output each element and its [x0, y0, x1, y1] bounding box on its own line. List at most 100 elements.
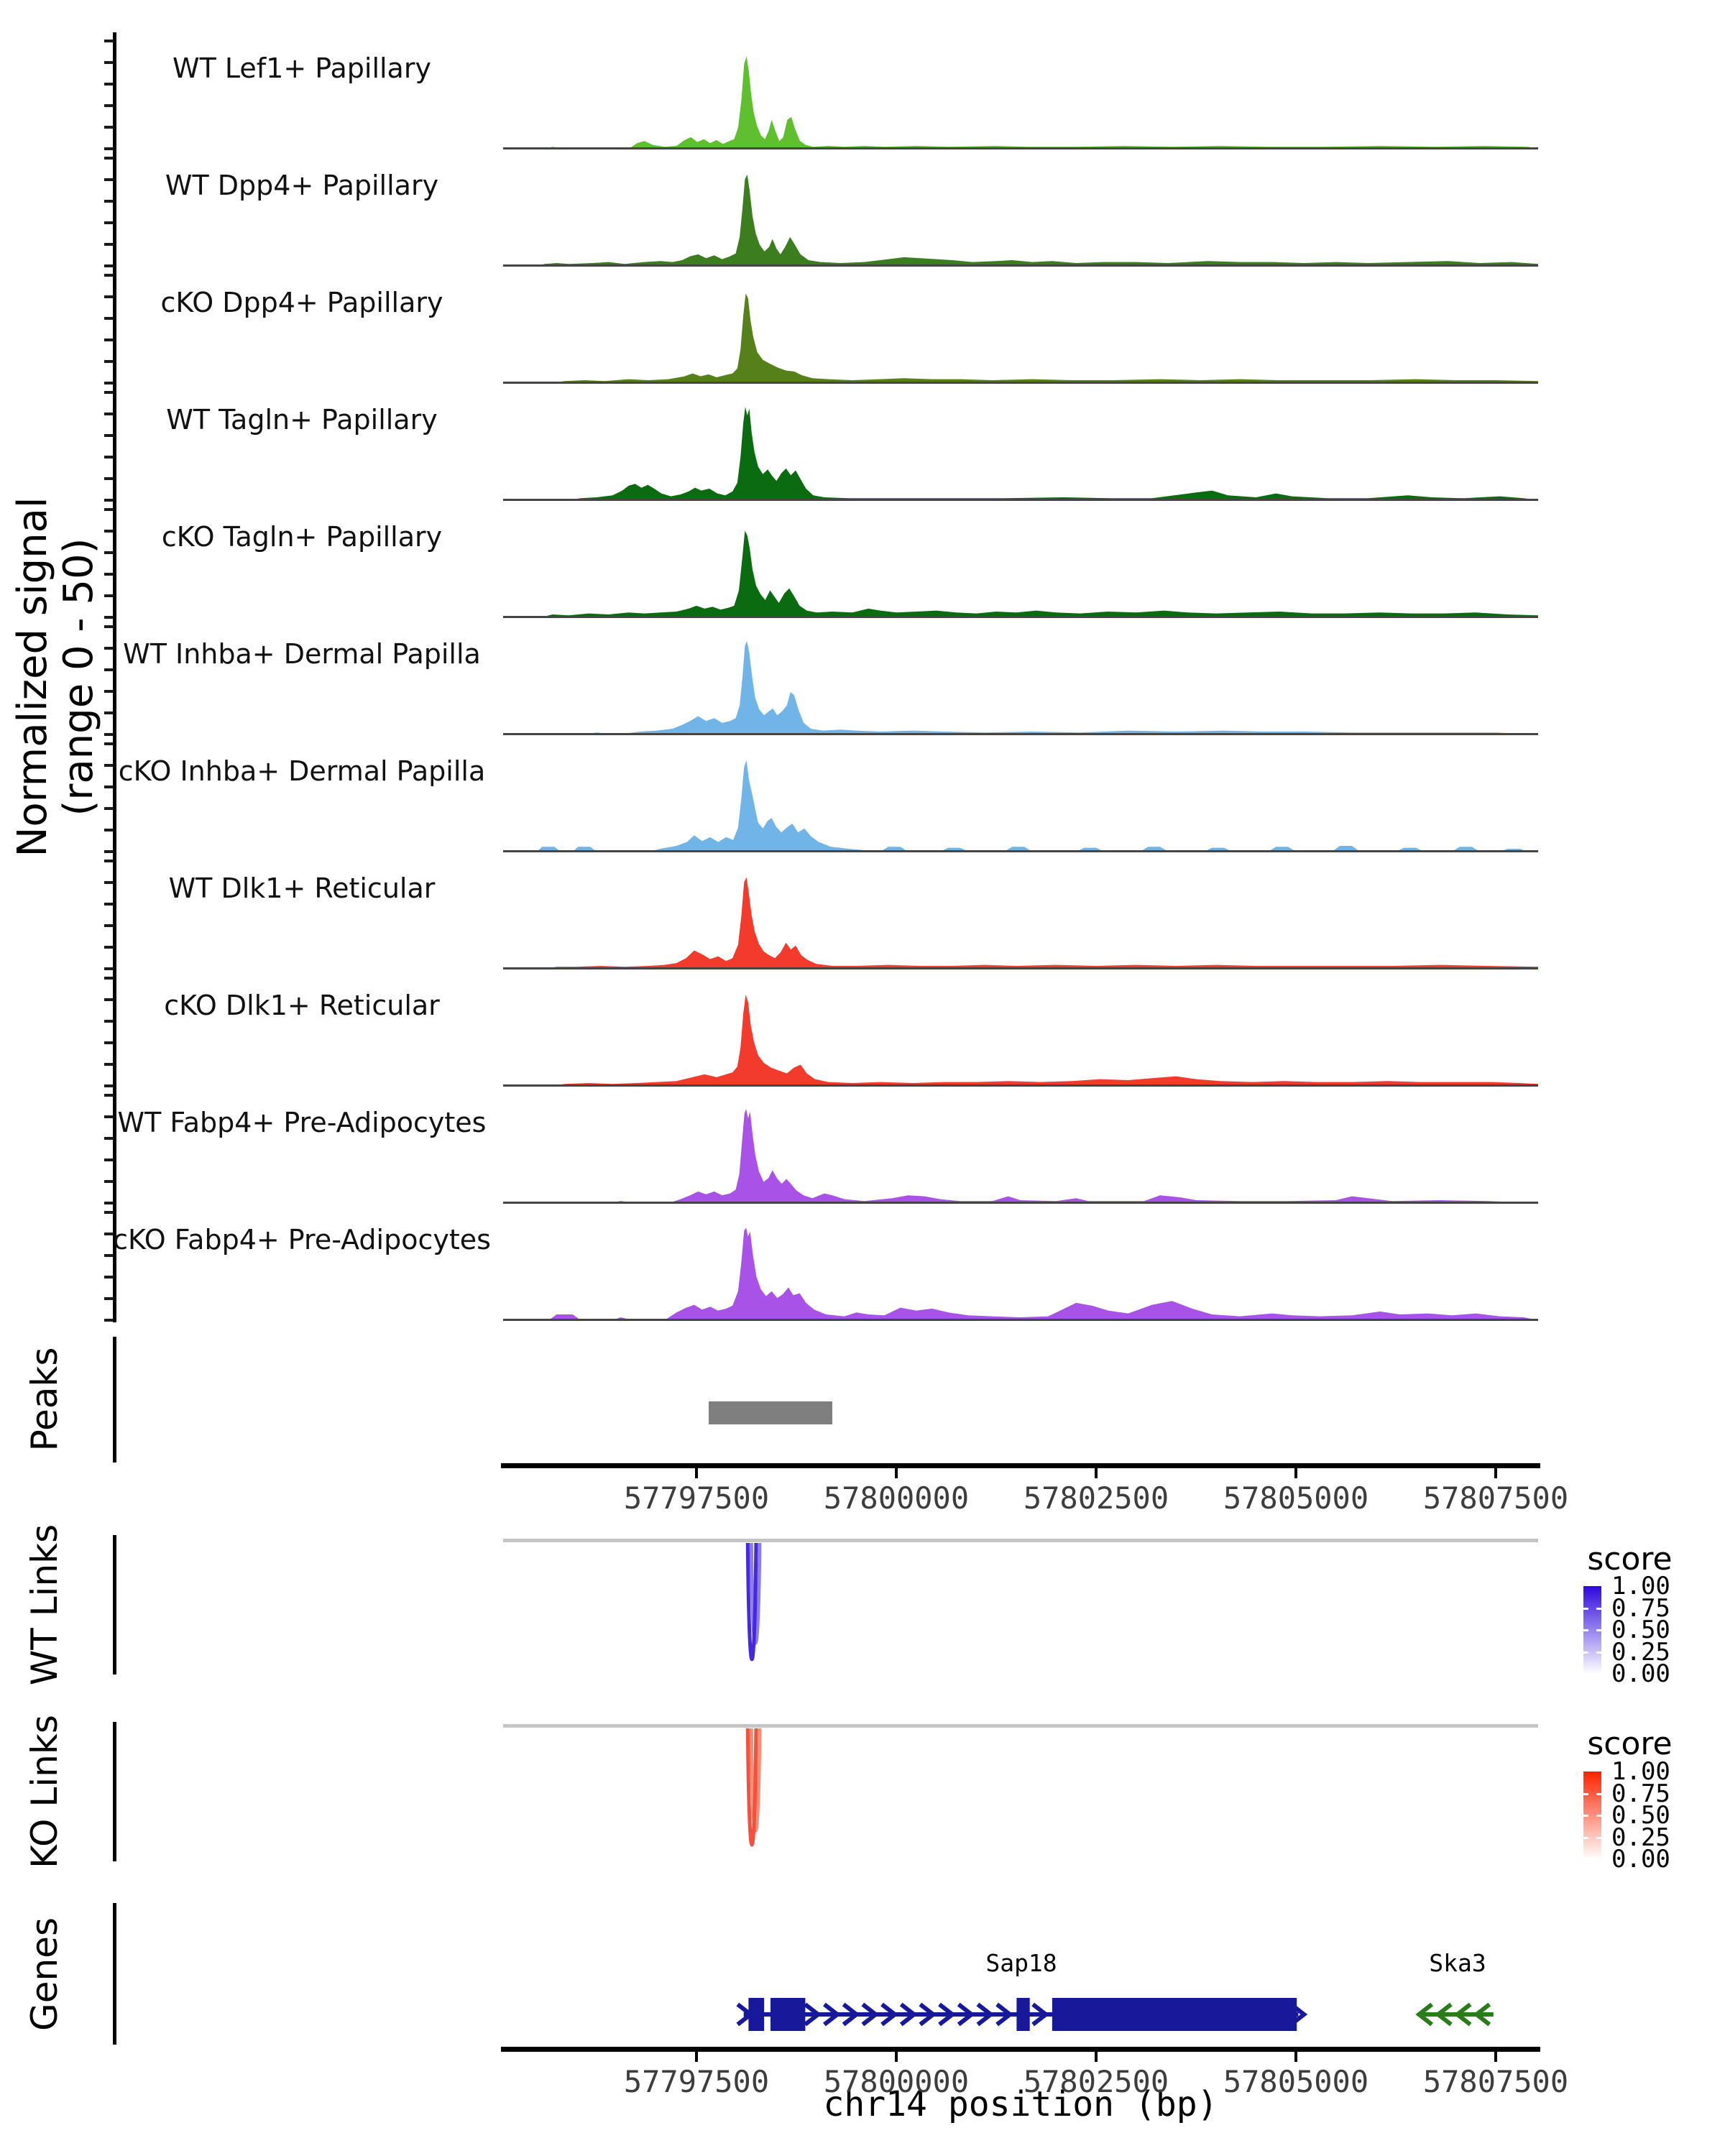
x-axis-tick-label: 57802500 — [1023, 1480, 1169, 1516]
y-axis-tick — [104, 1041, 114, 1044]
track-label: WT Fabp4+ Pre-Adipocytes — [117, 1107, 487, 1138]
colorbar-notch — [1583, 1651, 1588, 1654]
y-axis-tick — [104, 903, 114, 906]
ko-score-tick-label: 0.00 — [1611, 1845, 1670, 1874]
signal-track-8 — [503, 877, 1538, 969]
y-axis-tick — [104, 530, 114, 533]
x-axis-tick — [1494, 2052, 1497, 2062]
y-axis-tick — [104, 1115, 114, 1118]
ko-links-section-label: KO Links — [24, 1715, 65, 1869]
colorbar-notch — [1596, 1608, 1601, 1610]
signal-area — [503, 1227, 1538, 1320]
y-axis-tick — [104, 434, 114, 437]
y-axis-tick — [104, 829, 114, 831]
link-arc — [745, 1728, 758, 1847]
track-baseline — [503, 1202, 1538, 1204]
signal-track-5 — [503, 530, 1538, 617]
gene-strand-arrow — [995, 2002, 1013, 2027]
x-axis-tick-label: 57800000 — [823, 2064, 970, 2099]
colorbar-notch — [1583, 1629, 1588, 1631]
colorbar-notch — [1583, 1815, 1588, 1817]
colorbar-notch — [1583, 1837, 1588, 1839]
x-axis-tick — [1095, 2052, 1098, 2062]
y-axis-tick — [104, 413, 114, 415]
link-arc — [745, 1542, 758, 1662]
ko-links-arcs — [745, 1728, 762, 1847]
y-axis-tick — [104, 126, 114, 129]
y-axis-tick — [104, 360, 114, 363]
signal-area — [503, 641, 1538, 734]
y-axis-tick — [104, 477, 114, 480]
x-axis-line — [501, 2047, 1540, 2052]
gene-strand-arrow — [938, 2002, 956, 2027]
track-label: cKO Dpp4+ Papillary — [160, 287, 443, 318]
track-baseline — [503, 1319, 1538, 1321]
ko-links-axis-line — [113, 1722, 116, 1861]
wt-links-section-label: WT Links — [24, 1524, 65, 1686]
wt-score-tick-label: 0.00 — [1611, 1659, 1670, 1688]
x-axis-tick — [1494, 1468, 1497, 1478]
x-axis-title: chr14 position (bp) — [823, 2084, 1218, 2124]
track-label: WT Lef1+ Papillary — [172, 52, 431, 84]
y-axis-tick — [104, 221, 114, 224]
signal-track-2 — [503, 174, 1538, 266]
track-label: WT Tagln+ Papillary — [166, 404, 438, 436]
track-label: WT Dpp4+ Papillary — [165, 170, 439, 201]
y-axis-tick — [104, 1319, 114, 1322]
y-axis-tick — [104, 295, 114, 298]
gene-strand-arrow — [861, 2002, 880, 2027]
signal-track-10 — [503, 1108, 1538, 1203]
y-axis-tick — [104, 178, 114, 181]
x-axis-line — [501, 1463, 1540, 1468]
y-axis-tick — [104, 860, 114, 862]
signal-area — [503, 877, 1538, 969]
y-axis-label: Normalized signal (range 0 - 50) — [9, 210, 105, 1144]
x-axis-tick-label: 57797500 — [623, 1480, 770, 1516]
peak-bar — [709, 1401, 832, 1424]
gene-models — [736, 1998, 1494, 2031]
y-axis-label-line2: (range 0 - 50) — [55, 538, 102, 816]
gene-strand-arrow — [736, 2002, 755, 2027]
y-axis-tick — [104, 742, 114, 745]
y-axis-tick — [104, 456, 114, 459]
track-baseline — [503, 382, 1538, 384]
track-label: cKO Dlk1+ Reticular — [164, 990, 440, 1021]
x-axis-tick — [895, 2052, 898, 2062]
track-baseline — [503, 616, 1538, 618]
peaks-axis-line — [113, 1337, 116, 1462]
track-baseline — [503, 499, 1538, 501]
y-axis-tick — [104, 573, 114, 576]
y-axis-tick — [104, 1211, 114, 1214]
y-axis-tick — [104, 508, 114, 511]
wt-score-tick-label: 1.00 — [1611, 1572, 1670, 1600]
gene-strand-arrow — [1289, 2002, 1308, 2027]
y-axis-tick — [104, 1020, 114, 1023]
genes-section-label: Genes — [24, 1917, 65, 2032]
ko-score-tick-label: 1.00 — [1611, 1757, 1670, 1786]
x-axis-tick-label: 57807500 — [1422, 1480, 1569, 1516]
y-axis-tick — [104, 317, 114, 320]
signal-area — [503, 530, 1538, 617]
y-axis-tick — [104, 850, 114, 853]
y-axis-tick — [104, 200, 114, 203]
y-axis-tick — [104, 998, 114, 1001]
peaks-section-label: Peaks — [24, 1347, 65, 1452]
signal-axis-line — [113, 32, 116, 1322]
wt-score-tick-label: 0.75 — [1611, 1594, 1670, 1623]
gene-strand-arrow — [1473, 2002, 1491, 2027]
y-axis-tick — [104, 40, 114, 42]
signal-area — [503, 407, 1538, 500]
y-axis-label-line1: Normalized signal — [9, 497, 56, 857]
track-baseline — [503, 1084, 1538, 1087]
x-axis-tick — [1095, 1468, 1098, 1478]
track-baseline — [503, 264, 1538, 267]
x-axis-tick — [1294, 1468, 1297, 1478]
gene-exon — [1016, 1998, 1030, 2031]
gene-exon — [748, 1998, 765, 2031]
gene-strand-arrow — [957, 2002, 975, 2027]
x-axis-tick-label: 57807500 — [1422, 2064, 1569, 2099]
y-axis-tick — [104, 1094, 114, 1097]
wt-links-baseline — [503, 1539, 1538, 1542]
y-axis-tick — [104, 1137, 114, 1140]
y-axis-tick — [104, 551, 114, 554]
